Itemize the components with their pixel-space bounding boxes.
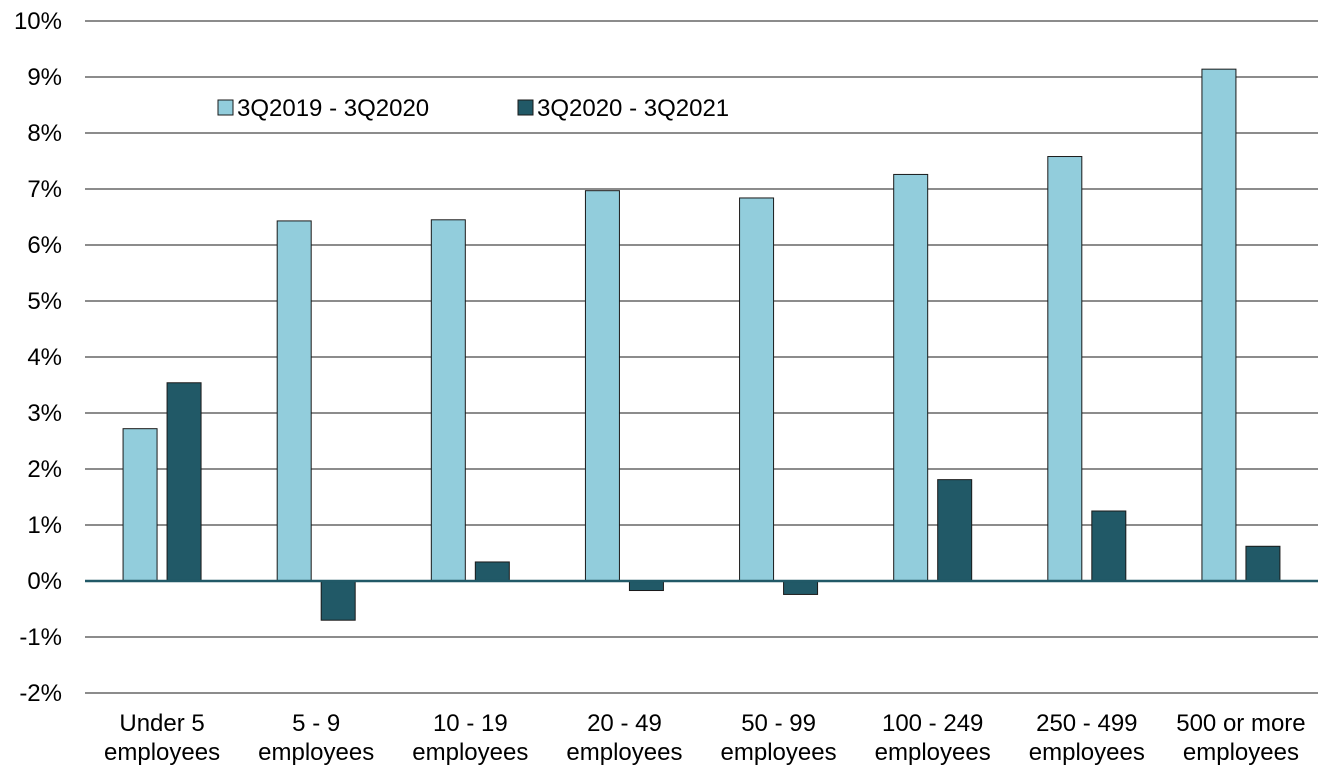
y-tick-label: 5%: [27, 288, 62, 315]
y-tick-label: 3%: [27, 400, 62, 427]
bar-series-1: [739, 197, 775, 582]
y-tick-label: 6%: [27, 232, 62, 259]
legend: 3Q2019 - 3Q2020 3Q2020 - 3Q2021: [217, 95, 729, 122]
x-tick-label: 20 - 49: [587, 710, 662, 737]
bar-series-1: [276, 220, 312, 582]
bar-series-2: [783, 580, 819, 595]
bar-series-1: [122, 428, 158, 582]
y-tick-label: 9%: [27, 64, 62, 91]
x-tick-label: employees: [1183, 739, 1299, 766]
legend-label: 3Q2019 - 3Q2020: [237, 95, 429, 122]
y-tick-label: 4%: [27, 344, 62, 371]
bar-series-1: [1047, 156, 1083, 582]
bar-series-2: [937, 479, 973, 582]
bar-series-2: [320, 580, 356, 621]
bar-series-2: [628, 580, 664, 592]
y-tick-label: -2%: [19, 680, 62, 707]
x-tick-label: Under 5: [119, 710, 204, 737]
y-tick-label: 2%: [27, 456, 62, 483]
x-tick-label: employees: [104, 739, 220, 766]
x-tick-label: employees: [566, 739, 682, 766]
bar-series-2: [474, 561, 510, 582]
x-tick-label: 250 - 499: [1036, 710, 1137, 737]
y-tick-label: 10%: [14, 8, 62, 35]
x-tick-label: 5 - 9: [292, 710, 340, 737]
x-tick-label: employees: [1029, 739, 1145, 766]
y-tick-label: 1%: [27, 512, 62, 539]
bar-series-1: [1201, 68, 1237, 582]
y-axis-ticks: -2% -1% 0% 1% 2% 3% 4% 5% 6% 7% 8% 9% 10%: [14, 8, 62, 707]
bar-series-1: [430, 219, 466, 582]
x-tick-label: 50 - 99: [741, 710, 816, 737]
y-tick-label: -1%: [19, 624, 62, 651]
y-tick-label: 0%: [27, 568, 62, 595]
legend-swatch: [517, 99, 534, 116]
x-tick-label: employees: [721, 739, 837, 766]
legend-label: 3Q2020 - 3Q2021: [537, 95, 729, 122]
legend-swatch: [217, 99, 234, 116]
bar-series-2: [1245, 545, 1281, 582]
x-tick-label: 100 - 249: [882, 710, 983, 737]
bar-series-2: [166, 382, 202, 582]
x-tick-label: employees: [412, 739, 528, 766]
bar-series-1: [893, 173, 929, 582]
bar-series-1: [584, 190, 620, 582]
x-tick-label: employees: [258, 739, 374, 766]
x-tick-label: 10 - 19: [433, 710, 508, 737]
x-tick-label: 500 or more: [1176, 710, 1305, 737]
bars: [122, 68, 1281, 621]
y-tick-label: 8%: [27, 120, 62, 147]
bar-series-2: [1091, 510, 1127, 582]
x-tick-label: employees: [875, 739, 991, 766]
y-tick-label: 7%: [27, 176, 62, 203]
